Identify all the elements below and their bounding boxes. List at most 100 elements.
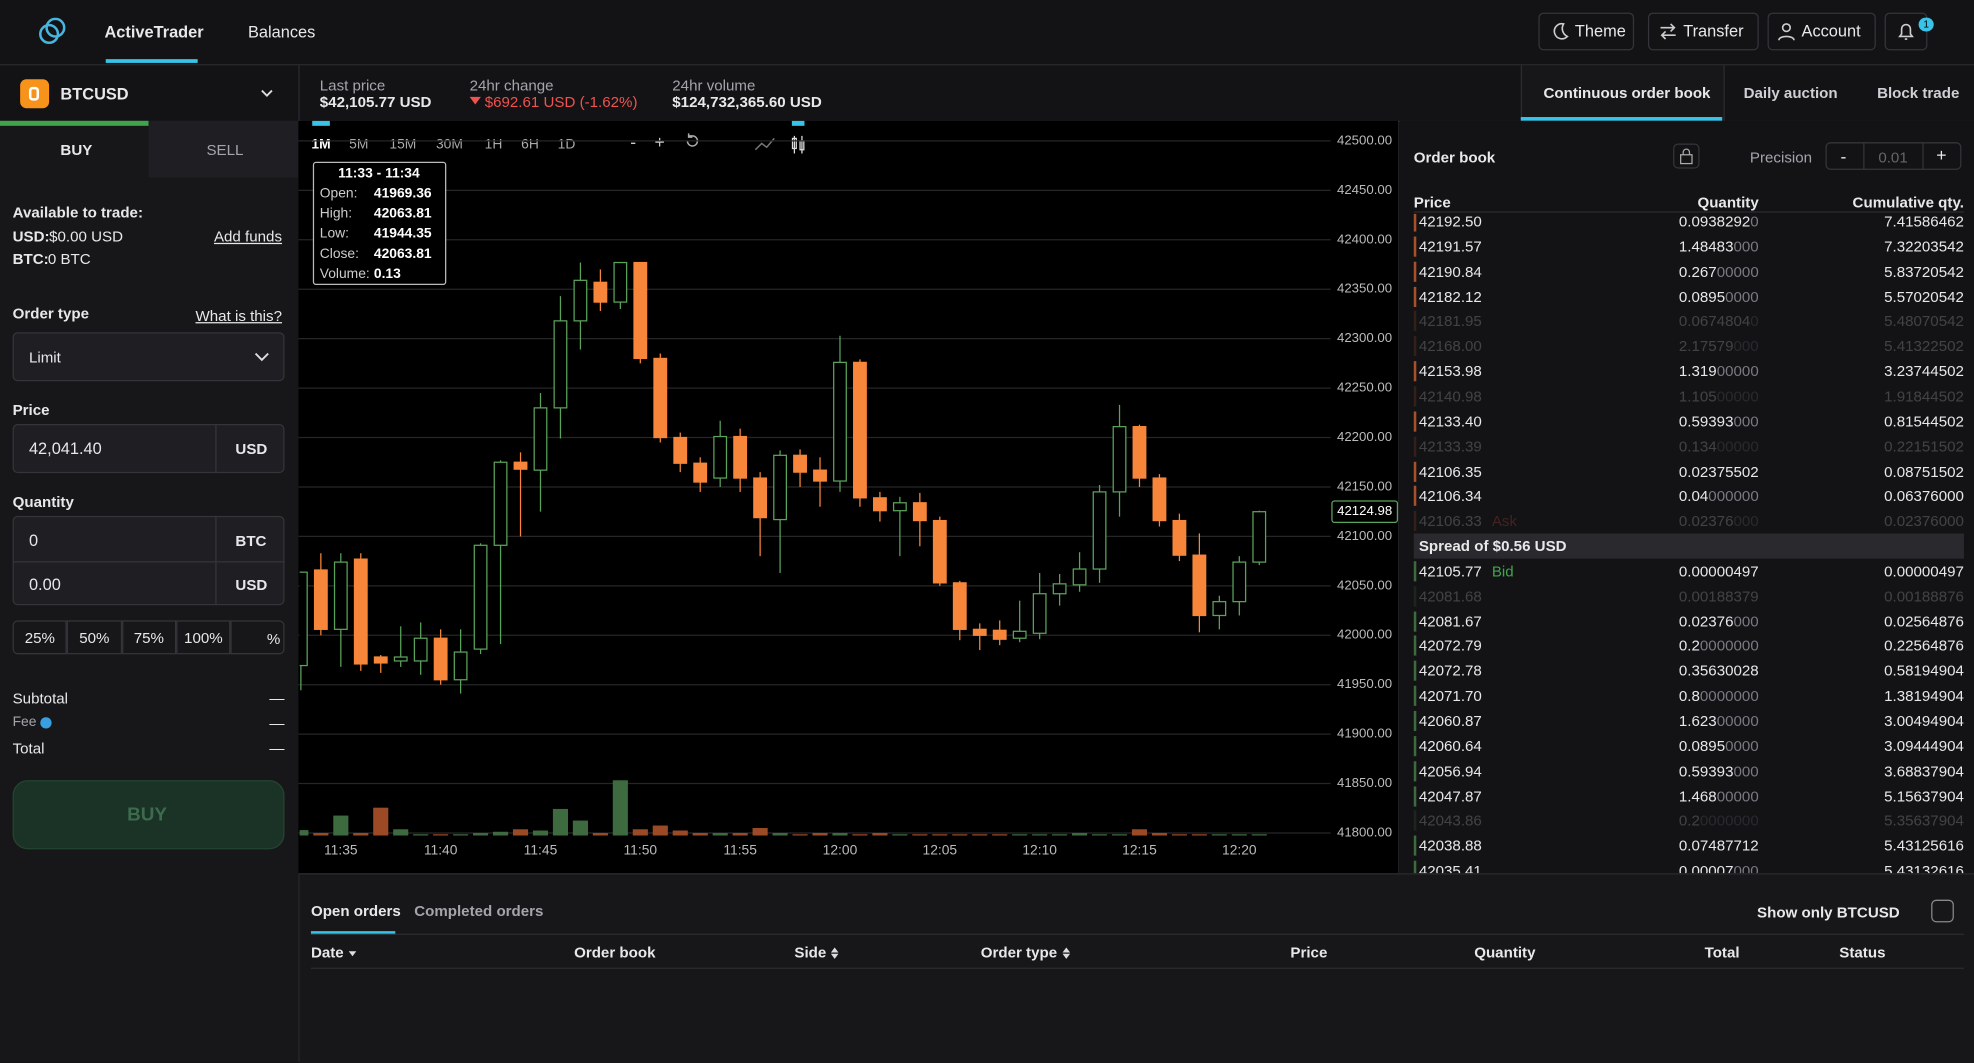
cumulative: 0.58194904	[1884, 662, 1964, 680]
candle-icon[interactable]	[791, 137, 797, 150]
cumulative: 0.02564876	[1884, 612, 1964, 630]
line-chart-icon[interactable]	[754, 137, 775, 151]
percent-button[interactable]: 75%	[121, 620, 177, 655]
chart-type-indicator	[791, 120, 805, 126]
nav-tab[interactable]: ActiveTrader	[104, 22, 204, 42]
y-tick-label: 42450.00	[1337, 182, 1392, 197]
side-tag: Bid	[1491, 562, 1514, 580]
buy-tab[interactable]: BUY	[60, 140, 93, 159]
theme-button[interactable]	[1538, 12, 1635, 51]
depth-bar	[1413, 361, 1417, 382]
quantity-input[interactable]	[12, 515, 285, 606]
percent-input[interactable]	[230, 620, 285, 655]
help-link[interactable]: What is this?	[195, 307, 283, 325]
transfer-icon	[1660, 23, 1676, 40]
active-tab-indicator	[310, 931, 396, 935]
quantity: 0.02376000	[1679, 609, 1759, 634]
quantity-part: 0.59393	[1678, 412, 1734, 431]
submit-button[interactable]	[12, 780, 285, 850]
volume-bar	[652, 825, 668, 836]
transfer-button[interactable]	[1647, 12, 1759, 51]
lock-button[interactable]	[1673, 143, 1700, 169]
quantity-part: 000	[1733, 337, 1759, 356]
quantity: 1.10500000	[1679, 384, 1759, 409]
price-input[interactable]	[12, 424, 285, 474]
depth-bar	[1413, 386, 1417, 407]
volume-bar	[752, 828, 768, 836]
order-type-select[interactable]	[12, 332, 285, 382]
book-tab[interactable]: Daily auction	[1743, 84, 1838, 102]
price: 42047.87	[1418, 787, 1482, 805]
quantity: 0.20000000	[1679, 808, 1759, 833]
interval-button[interactable]: 1D	[558, 135, 576, 151]
x-tick-label: 12:20	[1222, 841, 1257, 857]
bid-row: 42043.86 0.20000000 5.35637904	[1413, 808, 1964, 833]
volume-bar	[592, 833, 608, 836]
quantity-part: 0000000	[1699, 687, 1759, 705]
interval-button[interactable]: 6H	[521, 135, 539, 151]
orders-column-header[interactable]: Order type	[981, 944, 1070, 961]
notification-badge: 1	[1918, 17, 1934, 32]
filter-checkbox[interactable]	[1931, 899, 1954, 923]
precision-minus[interactable]: -	[1840, 145, 1847, 167]
quantity-part: 0.02376	[1678, 512, 1734, 530]
precision-label: Precision	[1749, 148, 1813, 167]
percent-button[interactable]: 25%	[12, 620, 68, 655]
last-price-marker	[1331, 500, 1399, 524]
orders-tab[interactable]: Open orders	[310, 902, 401, 920]
depth-bar	[1413, 785, 1417, 806]
candle-body	[353, 558, 368, 665]
interval-button[interactable]: 5M	[349, 135, 368, 151]
interval-button[interactable]: 1H	[485, 135, 503, 151]
candle-body	[653, 357, 668, 439]
volume-label: 24hr volume	[672, 76, 756, 95]
orders-column-header[interactable]: Side	[794, 944, 839, 961]
quantity-part: 1.319	[1678, 362, 1717, 381]
depth-bar	[1413, 311, 1417, 332]
candle-body	[553, 320, 568, 409]
column-header: Quantity	[1697, 193, 1759, 212]
cumulative: 0.00188876	[1884, 587, 1964, 605]
notifications-button[interactable]	[1884, 12, 1928, 51]
interval-button[interactable]: 15M	[389, 135, 416, 151]
book-tab[interactable]: Block trade	[1877, 84, 1960, 102]
candle-body	[1132, 426, 1147, 479]
book-tab[interactable]: Continuous order book	[1543, 84, 1711, 102]
depth-bar	[1413, 710, 1417, 732]
top-nav	[0, 0, 1974, 66]
candle-body	[373, 656, 388, 664]
nav-tab[interactable]: Balances	[248, 22, 316, 42]
add-funds-link[interactable]: Add funds	[213, 227, 283, 246]
orders-tab[interactable]: Completed orders	[414, 902, 544, 920]
summary-label: Fee	[12, 714, 37, 730]
interval-button[interactable]: 1M	[311, 135, 330, 151]
orders-column-header[interactable]: Date	[311, 944, 357, 961]
interval-button[interactable]: 30M	[436, 135, 463, 151]
precision-plus[interactable]: +	[1936, 144, 1947, 165]
quantity-part: 0.59393	[1678, 762, 1734, 780]
sell-tab[interactable]: SELL	[206, 140, 244, 159]
ask-row: 42140.98 1.10500000 1.91844502	[1413, 384, 1964, 409]
candle-body	[1052, 583, 1067, 595]
symbol-selector[interactable]: BTCUSD	[60, 84, 129, 104]
bid-row: 42038.88 0.07487712 5.43125616	[1413, 833, 1964, 858]
candle-body	[912, 502, 927, 522]
quantity: 0.59393000	[1679, 758, 1759, 783]
volume-bar	[812, 833, 828, 836]
candle-body	[1172, 519, 1187, 556]
reset-icon[interactable]	[686, 133, 699, 147]
zoom-button[interactable]: -	[630, 132, 636, 152]
quantity-part: 1.623	[1678, 712, 1717, 730]
account-button[interactable]	[1767, 12, 1876, 51]
price-label: Price	[12, 401, 50, 420]
quantity-part: 0	[1750, 213, 1759, 231]
cumulative: 0.08751502	[1884, 462, 1964, 481]
quantity: 0.00188379	[1679, 584, 1759, 609]
quantity-unit: BTC	[235, 532, 267, 550]
logo[interactable]	[38, 17, 68, 46]
percent-button[interactable]: 100%	[176, 620, 231, 655]
percent-button[interactable]: 50%	[67, 620, 122, 655]
candle-body	[1012, 630, 1027, 639]
zoom-button[interactable]: +	[655, 132, 665, 152]
depth-bar	[1413, 336, 1417, 357]
